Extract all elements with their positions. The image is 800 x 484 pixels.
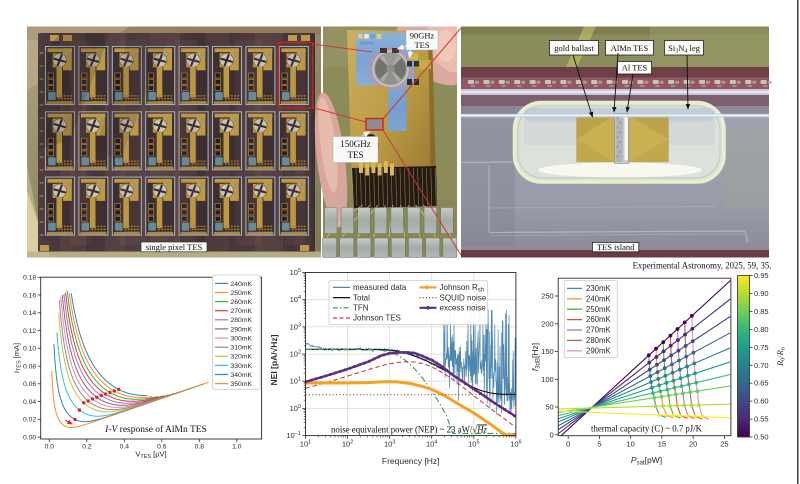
svg-text:0.95: 0.95 (754, 271, 769, 280)
svg-text:0.50: 0.50 (754, 433, 769, 442)
svg-text:0.60: 0.60 (754, 397, 769, 406)
svg-text:ITES [mA]: ITES [mA] (12, 343, 23, 373)
svg-text:105: 105 (290, 268, 301, 277)
svg-text:310mK: 310mK (231, 345, 253, 352)
svg-text:excess noise: excess noise (440, 304, 487, 313)
svg-text:0.55: 0.55 (754, 415, 769, 424)
svg-text:thermal capacity (C) ~ 0.7 pJ/: thermal capacity (C) ~ 0.7 pJ/K (591, 424, 702, 435)
svg-text:SQUID noise: SQUID noise (440, 293, 487, 302)
svg-text:0: 0 (566, 440, 570, 449)
svg-text:0: 0 (550, 430, 554, 439)
svg-text:TES: TES (347, 150, 363, 160)
svg-text:0.70: 0.70 (754, 361, 769, 370)
svg-text:150GHz: 150GHz (340, 139, 371, 149)
svg-text:280mK: 280mK (231, 317, 253, 324)
svg-text:101: 101 (290, 377, 301, 386)
svg-text:0.6: 0.6 (157, 444, 167, 451)
svg-text:0.0: 0.0 (45, 444, 55, 451)
svg-text:Johnson Rsh: Johnson Rsh (440, 283, 485, 294)
svg-text:Johnson TES: Johnson TES (353, 314, 401, 323)
svg-text:0.14: 0.14 (23, 310, 36, 317)
svg-text:100: 100 (541, 375, 554, 384)
svg-text:350mK: 350mK (231, 381, 253, 388)
svg-text:10−1: 10−1 (286, 431, 301, 440)
svg-text:101: 101 (300, 440, 311, 449)
svg-text:measured data: measured data (353, 283, 407, 292)
svg-text:1.0: 1.0 (232, 444, 242, 451)
svg-text:5: 5 (597, 440, 601, 449)
svg-text:0.12: 0.12 (23, 328, 36, 335)
svg-text:90GHz: 90GHz (410, 31, 435, 41)
svg-text:0.8: 0.8 (195, 444, 205, 451)
svg-text:150: 150 (541, 347, 554, 356)
svg-text:Psat[pW]: Psat[pW] (631, 455, 662, 467)
svg-text:Al TES: Al TES (622, 63, 648, 73)
svg-text:0.02: 0.02 (23, 417, 36, 424)
svg-text:Frequency [Hz]: Frequency [Hz] (382, 456, 440, 466)
svg-text:15: 15 (658, 440, 666, 449)
svg-text:102: 102 (290, 350, 301, 359)
svg-text:260mK: 260mK (586, 315, 612, 324)
svg-text:100: 100 (290, 404, 301, 413)
svg-text:280mK: 280mK (586, 336, 612, 345)
svg-text:0.80: 0.80 (754, 325, 769, 334)
svg-text:Si3N4 leg: Si3N4 leg (668, 43, 700, 55)
svg-text:noise equivalent power (NEP) ~: noise equivalent power (NEP) ~ 23 aW/√Hz (331, 425, 487, 435)
svg-text:0.08: 0.08 (23, 363, 36, 370)
svg-text:I-V response of AlMn TES: I-V response of AlMn TES (104, 424, 207, 435)
svg-text:0.90: 0.90 (754, 289, 769, 298)
svg-text:single pixel TES: single pixel TES (146, 242, 203, 252)
svg-text:f3dB[Hz]: f3dB[Hz] (530, 343, 542, 371)
svg-text:0.85: 0.85 (754, 307, 769, 316)
svg-text:300mK: 300mK (231, 336, 253, 343)
svg-text:104: 104 (290, 295, 301, 304)
svg-text:TFN: TFN (353, 304, 369, 313)
svg-text:0.4: 0.4 (120, 444, 130, 451)
svg-text:200: 200 (541, 319, 554, 328)
svg-text:TES island: TES island (597, 242, 635, 252)
svg-text:TES: TES (414, 40, 429, 50)
svg-text:VTES [µV]: VTES [µV] (135, 450, 166, 461)
svg-text:10: 10 (627, 440, 635, 449)
svg-text:R0/Rn: R0/Rn (775, 347, 786, 367)
svg-text:250: 250 (541, 292, 554, 301)
svg-text:240mK: 240mK (586, 294, 612, 303)
svg-text:gold ballast: gold ballast (554, 43, 594, 53)
svg-text:102: 102 (342, 440, 353, 449)
svg-text:290mK: 290mK (586, 346, 612, 355)
svg-text:NEI [pA/√Hz]: NEI [pA/√Hz] (269, 334, 279, 385)
svg-text:AlMn TES: AlMn TES (611, 43, 649, 53)
svg-text:105: 105 (468, 440, 479, 449)
svg-text:20: 20 (689, 440, 697, 449)
svg-text:250mK: 250mK (231, 290, 253, 297)
svg-text:103: 103 (290, 322, 301, 331)
svg-text:260mK: 260mK (231, 299, 253, 306)
svg-text:Experimental Astronomy, 2025,: Experimental Astronomy, 2025, 59, 35. (633, 262, 772, 272)
svg-text:0.00: 0.00 (23, 434, 36, 441)
svg-text:230mK: 230mK (586, 284, 612, 293)
svg-text:250mK: 250mK (586, 305, 612, 314)
svg-text:0.16: 0.16 (23, 292, 36, 299)
svg-text:270mK: 270mK (586, 326, 612, 335)
svg-text:25: 25 (720, 440, 728, 449)
svg-text:270mK: 270mK (231, 308, 253, 315)
svg-text:0.18: 0.18 (23, 275, 36, 282)
svg-text:0.10: 0.10 (23, 346, 36, 353)
svg-text:104: 104 (426, 440, 437, 449)
svg-text:0.2: 0.2 (82, 444, 92, 451)
svg-text:290mK: 290mK (231, 326, 253, 333)
svg-text:340mK: 340mK (231, 372, 253, 379)
svg-text:240mK: 240mK (231, 281, 253, 288)
svg-text:0.04: 0.04 (23, 399, 36, 406)
svg-text:320mK: 320mK (231, 354, 253, 361)
svg-text:103: 103 (384, 440, 395, 449)
svg-text:0.75: 0.75 (754, 343, 769, 352)
svg-text:Total: Total (353, 293, 370, 302)
svg-text:106: 106 (510, 440, 521, 449)
svg-text:0.06: 0.06 (23, 381, 36, 388)
svg-text:330mK: 330mK (231, 363, 253, 370)
svg-text:50: 50 (545, 403, 553, 412)
svg-text:0.65: 0.65 (754, 379, 769, 388)
